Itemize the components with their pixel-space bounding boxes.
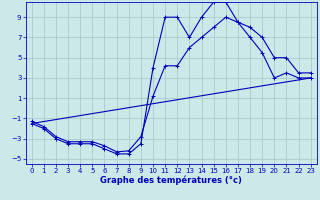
X-axis label: Graphe des températures (°c): Graphe des températures (°c): [100, 176, 242, 185]
